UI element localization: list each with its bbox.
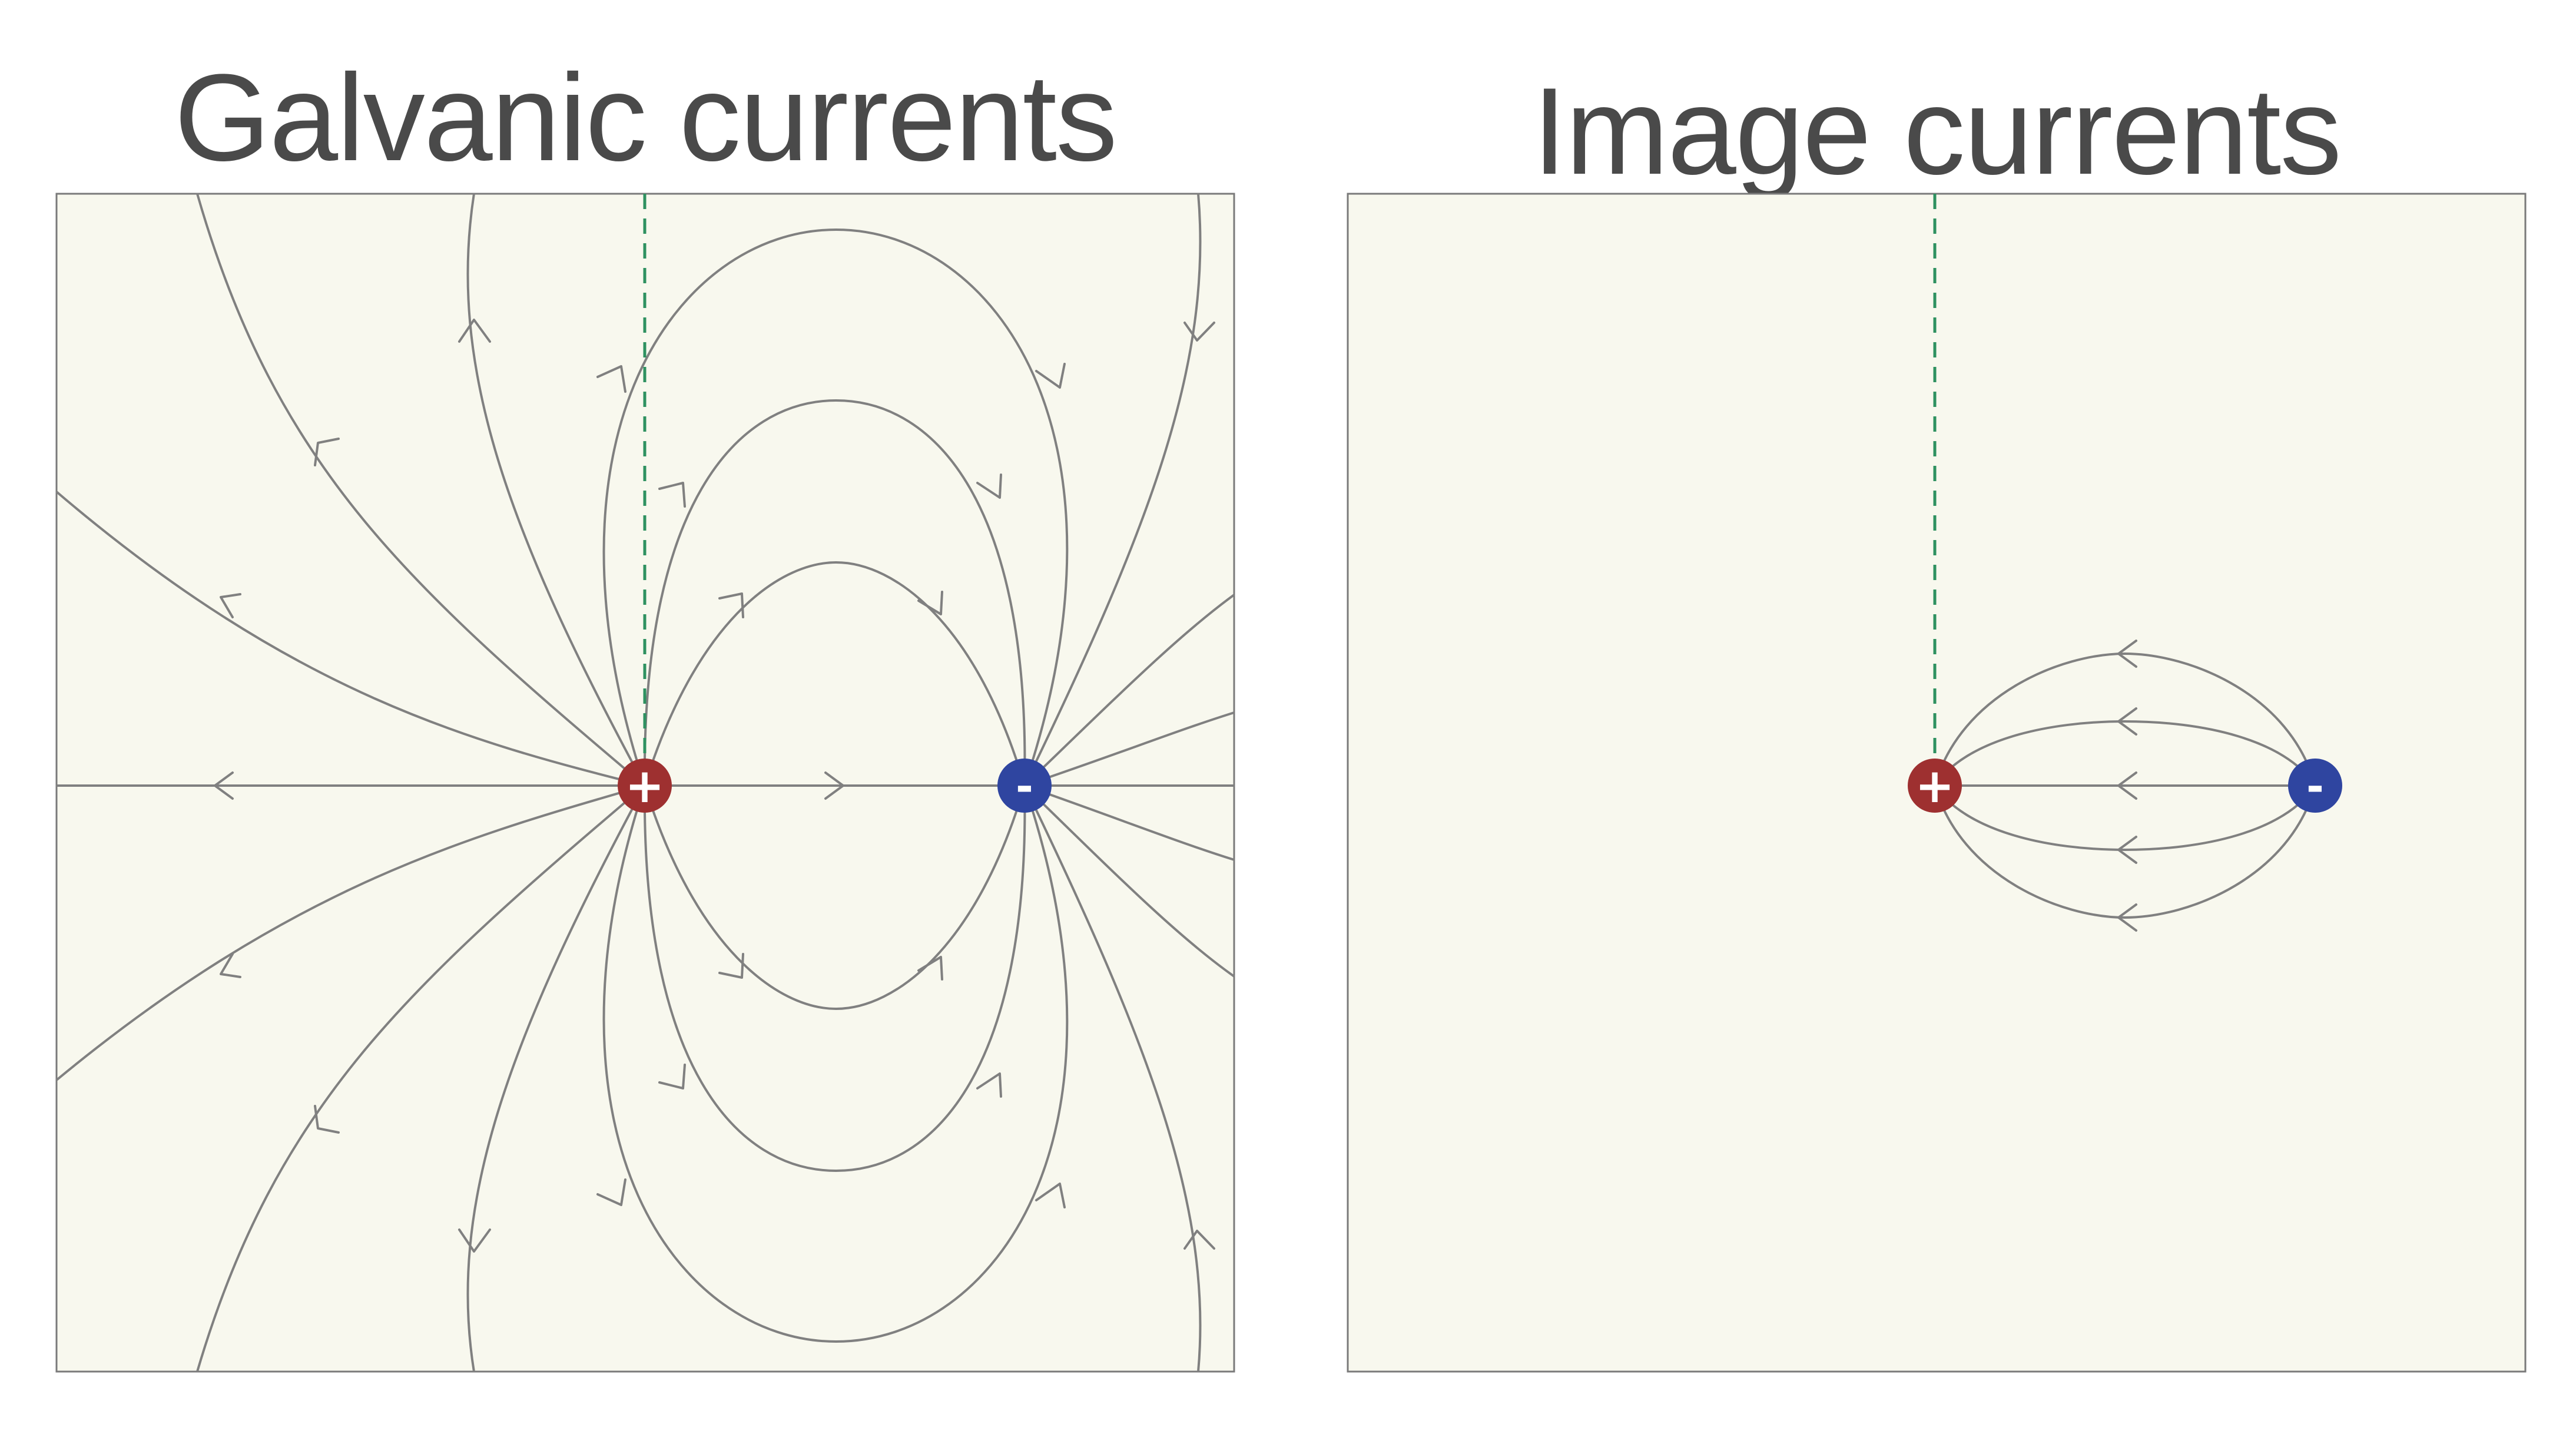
arrowhead (976, 473, 1002, 499)
field-line (1024, 784, 1235, 861)
arrowhead (824, 771, 844, 800)
image-panel: + - (1347, 193, 2527, 1373)
arrowhead (917, 591, 943, 615)
field-line (1934, 652, 2316, 786)
image-field-lines (1934, 652, 2316, 919)
panel-title-galvanic: Galvanic currents (174, 48, 1118, 187)
field-line (643, 785, 1026, 1173)
arrowhead (718, 592, 744, 618)
arrowhead (2117, 707, 2137, 736)
arrowhead (917, 956, 943, 981)
arrowhead (1183, 322, 1215, 342)
arrowhead (976, 1072, 1002, 1098)
negative-charge-symbol: - (1016, 761, 1033, 811)
arrowhead (220, 593, 241, 618)
arrowhead (1035, 1183, 1066, 1208)
field-line (55, 784, 645, 1081)
arrowhead (718, 953, 744, 979)
arrowhead (214, 771, 234, 800)
field-line (1024, 711, 1235, 787)
field-line (1934, 784, 2316, 852)
arrowhead (2117, 903, 2137, 932)
negative-charge-circle (997, 759, 1052, 813)
arrowhead (458, 1228, 491, 1253)
negative-charge: - (2288, 759, 2342, 813)
arrowhead (1183, 1230, 1215, 1250)
arrowhead (1035, 363, 1066, 389)
arrowhead (220, 953, 241, 978)
negative-charge: - (997, 759, 1052, 813)
arrowhead (458, 319, 491, 343)
field-line (196, 193, 646, 787)
field-line (1023, 193, 1202, 786)
field-line (1023, 594, 1235, 787)
arrowhead (2117, 640, 2137, 668)
arrowhead (2117, 836, 2137, 864)
arrowhead (314, 1105, 340, 1134)
negative-charge-circle (2288, 759, 2342, 813)
image-arrowheads (2117, 640, 2137, 932)
positive-charge-circle (618, 759, 672, 813)
positive-charge: + (618, 759, 672, 813)
positive-charge-symbol: + (625, 759, 664, 813)
field-line (466, 785, 646, 1372)
field-line (196, 784, 646, 1372)
arrowhead (658, 482, 686, 508)
positive-charge-symbol: + (1915, 759, 1954, 813)
field-line (1023, 784, 1235, 978)
arrowhead (658, 1064, 686, 1089)
field-line (1934, 720, 2316, 787)
field-line (1023, 785, 1202, 1372)
field-line (644, 561, 1026, 786)
positive-charge-circle (1908, 759, 1962, 813)
field-line (55, 491, 645, 787)
arrowhead (2117, 771, 2137, 800)
field-line (602, 228, 1069, 786)
arrowhead (596, 365, 626, 393)
galvanic-arrowheads (214, 319, 1215, 1253)
galvanic-panel: + - (55, 193, 1235, 1373)
arrowhead (314, 438, 340, 466)
field-line (602, 785, 1069, 1343)
positive-charge: + (1908, 759, 1962, 813)
negative-charge-symbol: - (2306, 761, 2324, 811)
field-line (466, 193, 646, 786)
arrowhead (596, 1178, 626, 1206)
field-line (1934, 785, 2316, 919)
panel-title-image: Image currents (1532, 62, 2342, 200)
field-line (643, 399, 1026, 786)
field-line (644, 785, 1026, 1011)
